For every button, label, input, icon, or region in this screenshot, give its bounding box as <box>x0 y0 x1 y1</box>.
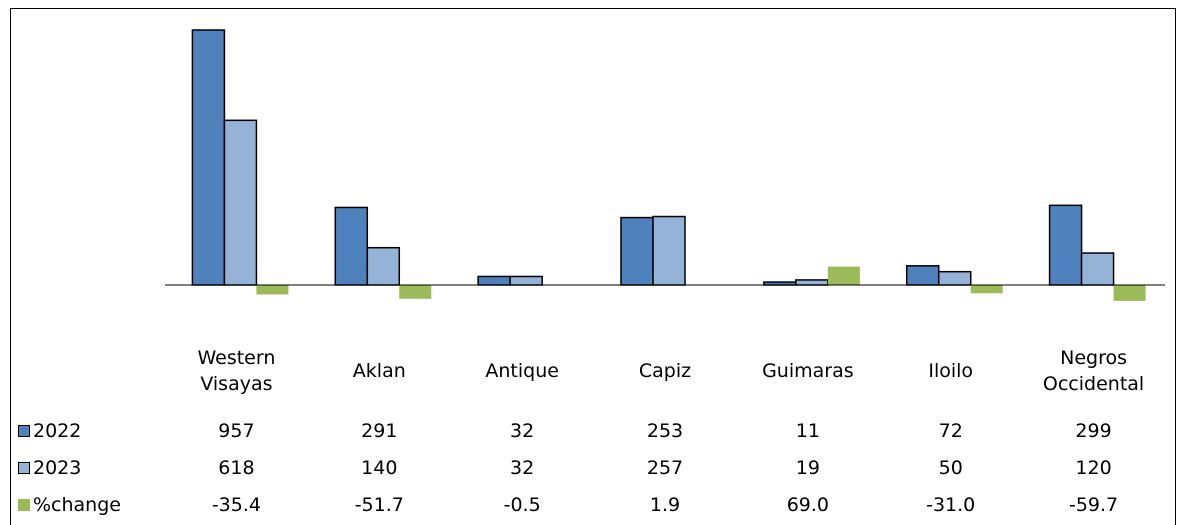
table-value: 32 <box>510 457 535 479</box>
bar <box>937 270 972 286</box>
bar <box>334 206 369 286</box>
bar <box>795 279 829 286</box>
table-value: 69.0 <box>786 494 829 516</box>
legend-entry: 2023 <box>18 456 81 480</box>
bar <box>827 266 860 285</box>
chart-frame <box>10 8 1176 525</box>
table-value: 253 <box>646 420 684 442</box>
category-label: Western Visayas <box>197 347 276 395</box>
table-value: 618 <box>218 457 255 479</box>
table-value: 299 <box>1075 420 1112 442</box>
table-value: 1.9 <box>649 494 681 516</box>
legend-label: %change <box>33 494 121 516</box>
category-label: Antique <box>485 360 559 382</box>
table-value: 50 <box>938 457 963 479</box>
legend-entry: %change <box>18 493 121 517</box>
bar <box>1113 285 1146 301</box>
bar <box>1048 204 1083 286</box>
table-value: -31.0 <box>926 494 976 516</box>
bar <box>477 275 511 286</box>
table-value: 11 <box>795 420 820 442</box>
bar <box>256 285 289 295</box>
bar <box>970 285 1003 294</box>
bar <box>1080 252 1115 286</box>
table-value: 291 <box>361 420 398 442</box>
table-value: 140 <box>361 457 398 479</box>
table-value: -59.7 <box>1068 494 1119 516</box>
category-label: Negros Occidental <box>1042 347 1145 395</box>
bar <box>620 216 654 286</box>
table-value: -0.5 <box>503 494 541 516</box>
bar <box>366 246 401 286</box>
table-value: -51.7 <box>354 494 404 516</box>
table-value: 120 <box>1075 457 1112 479</box>
table-value: 72 <box>938 420 963 442</box>
table-value: 32 <box>510 420 535 442</box>
bar <box>905 265 940 286</box>
category-label: Capiz <box>638 360 692 382</box>
category-label: Guimaras <box>762 360 854 382</box>
legend-swatch <box>18 462 30 474</box>
legend-swatch <box>18 499 30 511</box>
table-value: 257 <box>646 457 684 479</box>
category-label: Iloilo <box>928 360 974 382</box>
bar <box>399 285 432 299</box>
table-value: -35.4 <box>211 494 261 516</box>
legend-label: 2023 <box>33 457 82 479</box>
legend-swatch <box>18 425 30 437</box>
bar <box>509 275 543 286</box>
table-value: 957 <box>218 420 255 442</box>
legend-entry: 2022 <box>18 419 81 443</box>
bar <box>191 29 226 286</box>
bar <box>652 215 686 286</box>
bar <box>223 119 258 286</box>
legend-label: 2022 <box>33 420 82 442</box>
table-value: 19 <box>795 457 820 479</box>
category-label: Aklan <box>352 360 406 382</box>
